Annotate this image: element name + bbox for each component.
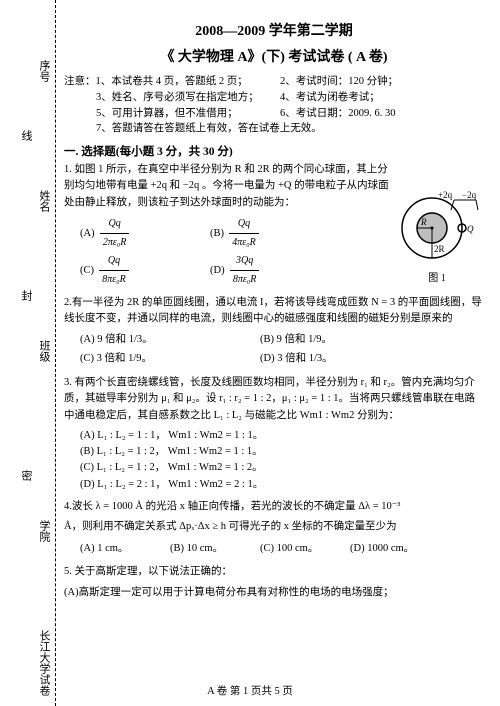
q1-opt-d: (D) 3Qq8πε₀R [210, 252, 340, 289]
page-footer: A 卷 第 1 页共 5 页 [0, 683, 500, 698]
q4-opt-b: (B) 10 cm。 [170, 540, 260, 559]
q2-opt-b: (B) 9 倍和 1/9。 [260, 331, 440, 350]
q4-text-b: Å，则利用不确定关系式 Δpₓ·Δx ≥ h 可得光子的 x 坐标的不确定量至少… [64, 519, 484, 535]
q3-opt-a: (A) L₁ : L₂ = 1 : 1， Wm1 : Wm2 = 1 : 1。 [80, 428, 484, 444]
notes-block: 注意：1、本试卷共 4 页，答题纸 2 页； 2、考试时间：120 分钟； 3、… [64, 74, 484, 137]
title-line1: 2008—2009 学年第二学期 [64, 20, 484, 40]
svg-text:+2q: +2q [438, 190, 453, 200]
note-1l: 1、本试卷共 4 页，答题纸 2 页； [96, 76, 248, 87]
svg-text:2R: 2R [434, 244, 445, 254]
q3-options: (A) L₁ : L₂ = 1 : 1， Wm1 : Wm2 = 1 : 1。 … [80, 428, 484, 493]
q2-opt-c: (C) 3 倍和 1/9。 [80, 350, 260, 369]
q3-opt-c: (C) L₁ : L₂ = 1 : 2， Wm1 : Wm2 = 1 : 2。 [80, 460, 484, 476]
side-label-class: 班级 [36, 340, 52, 362]
margin-sidebar: 序号 线 姓名 封 班级 密 学院 长江大学试卷 [0, 0, 56, 706]
side-label-college: 学院 [36, 520, 52, 542]
svg-text:−2q: −2q [462, 190, 477, 200]
note-4l: 7、答题请答在答题纸上有效，答在试卷上无效。 [64, 121, 322, 137]
q4-text-a: 4.波长 λ = 1000 Å 的光沿 x 轴正向传播，若光的波长的不确定量 Δ… [64, 499, 484, 515]
side-label-name: 姓名 [36, 190, 52, 212]
title-line2: 《 大学物理 A》(下) 考试试卷 ( A 卷) [64, 46, 484, 66]
side-label-seq: 序号 [36, 60, 52, 82]
q5-text: 5. 关于高斯定理，以下说法正确的： [64, 564, 484, 580]
note-3l: 5、可用计算器，但不准借用； [64, 106, 280, 122]
side-char-line: 线 [18, 130, 34, 141]
notes-label: 注意： [64, 76, 96, 87]
note-3r: 6、考试日期：2009. 6. 30 [280, 106, 484, 122]
svg-text:R: R [420, 217, 427, 227]
q2-opt-d: (D) 3 倍和 1/3。 [260, 350, 440, 369]
q5-opt-a: (A)高斯定理一定可以用于计算电荷分布具有对称性的电场的电场强度； [64, 585, 484, 601]
q1-opt-b: (B) Qq4πε₀R [210, 215, 340, 252]
q1-options: (A) Qq2πε₀R (B) Qq4πε₀R (C) Qq8πε₀R (D) … [80, 215, 340, 289]
svg-text:Q: Q [467, 224, 474, 234]
side-char-seal: 封 [18, 290, 34, 301]
q3-text: 3. 有两个长直密绕螺线管，长度及线圈匝数均相同，半径分别为 r₁ 和 r₂。管… [64, 375, 484, 424]
q3-opt-d: (D) L₁ : L₂ = 2 : 1， Wm1 : Wm2 = 2 : 1。 [80, 477, 484, 493]
page-content: 2008—2009 学年第二学期 《 大学物理 A》(下) 考试试卷 ( A 卷… [64, 20, 484, 605]
side-char-secret: 密 [18, 470, 34, 481]
q2-opt-a: (A) 9 倍和 1/3。 [80, 331, 260, 350]
q1-opt-c: (C) Qq8πε₀R [80, 252, 210, 289]
section-1-heading: 一. 选择题(每小题 3 分，共 30 分) [64, 143, 484, 159]
note-2l: 3、姓名、序号必须写在指定地方； [64, 90, 280, 106]
figure-1: R 2R Q +2q −2q 图 1 [392, 190, 482, 284]
q2-text: 2.有一半径为 2R 的单匝圆线圈，通以电流 I，若将该导线弯成匝数 N = 3… [64, 295, 484, 328]
q1-opt-a: (A) Qq2πε₀R [80, 215, 210, 252]
q4-opt-c: (C) 100 cm。 [260, 540, 350, 559]
q4-options: (A) 1 cm。 (B) 10 cm。 (C) 100 cm。 (D) 100… [80, 540, 484, 559]
note-1r: 2、考试时间：120 分钟； [280, 74, 484, 90]
q4-opt-d: (D) 1000 cm。 [350, 540, 440, 559]
q2-options: (A) 9 倍和 1/3。 (B) 9 倍和 1/9。 (C) 3 倍和 1/9… [80, 331, 484, 369]
figure-1-caption: 图 1 [392, 269, 482, 284]
note-2r: 4、考试为闭卷考试； [280, 90, 484, 106]
q3-opt-b: (B) L₁ : L₂ = 1 : 2， Wm1 : Wm2 = 1 : 1。 [80, 444, 484, 460]
q4-opt-a: (A) 1 cm。 [80, 540, 170, 559]
